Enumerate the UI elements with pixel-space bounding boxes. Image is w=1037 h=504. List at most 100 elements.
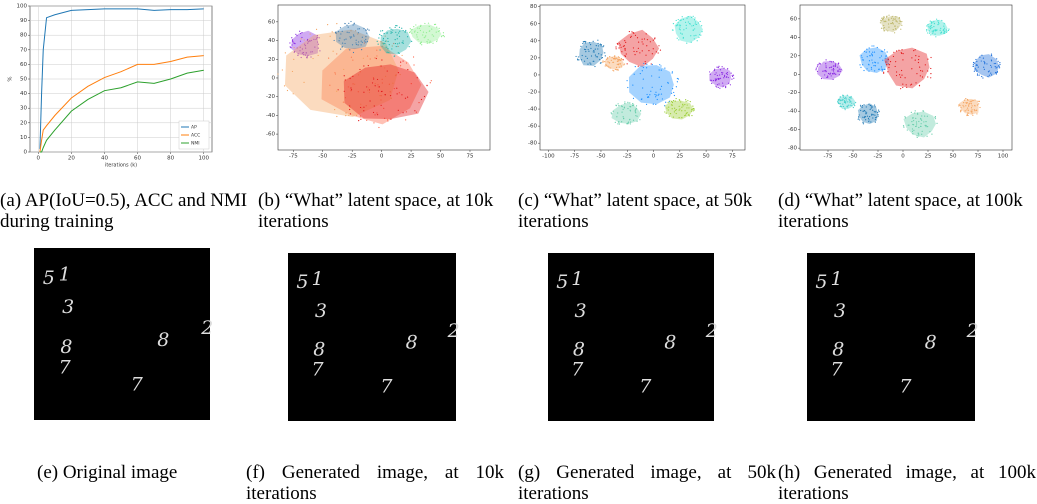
texture-dot <box>959 105 960 106</box>
texture-dot <box>419 28 420 29</box>
texture-dot <box>357 28 358 29</box>
texture-dot <box>336 91 337 92</box>
texture-dot <box>361 49 362 50</box>
texture-dot <box>429 42 430 43</box>
texture-dot <box>915 49 916 50</box>
texture-dot <box>842 104 843 105</box>
texture-dot <box>673 23 674 24</box>
texture-dot <box>988 71 989 72</box>
texture-dot <box>902 59 903 60</box>
texture-dot <box>351 36 352 37</box>
texture-dot <box>833 70 834 71</box>
texture-dot <box>387 38 388 39</box>
texture-dot <box>636 108 637 109</box>
texture-dot <box>874 52 875 53</box>
texture-dot <box>353 34 354 35</box>
texture-dot <box>430 82 431 83</box>
texture-dot <box>633 47 634 48</box>
texture-dot <box>345 39 346 40</box>
texture-dot <box>607 66 608 67</box>
texture-dot <box>921 120 922 121</box>
texture-dot <box>871 108 872 109</box>
texture-dot <box>407 36 408 37</box>
texture-dot <box>912 124 913 125</box>
texture-dot <box>585 41 586 42</box>
y-tick-label: 50 <box>20 77 27 83</box>
texture-dot <box>719 88 720 89</box>
texture-dot <box>616 48 617 49</box>
texture-dot <box>620 63 621 64</box>
texture-dot <box>387 119 388 120</box>
texture-dot <box>356 40 357 41</box>
texture-dot <box>873 45 874 46</box>
texture-dot <box>853 107 854 108</box>
texture-dot <box>882 60 883 61</box>
texture-dot <box>582 55 583 56</box>
texture-dot <box>291 37 292 38</box>
texture-dot <box>629 119 630 120</box>
texture-dot <box>915 118 916 119</box>
texture-dot <box>940 30 941 31</box>
texture-dot <box>696 24 697 25</box>
texture-dot <box>293 43 294 44</box>
texture-dot <box>386 32 387 33</box>
texture-dot <box>690 35 691 36</box>
texture-dot <box>925 126 926 127</box>
texture-dot <box>415 30 416 31</box>
texture-dot <box>847 101 848 102</box>
texture-dot <box>438 31 439 32</box>
texture-dot <box>722 74 723 75</box>
texture-dot <box>426 41 427 42</box>
texture-dot <box>728 83 729 84</box>
texture-dot <box>882 51 883 52</box>
texture-dot <box>870 105 871 106</box>
texture-dot <box>722 72 723 73</box>
texture-dot <box>427 42 428 43</box>
texture-dot <box>590 48 591 49</box>
x-tick-label: -25 <box>874 154 883 160</box>
texture-dot <box>655 96 656 97</box>
y-tick-label: 60 <box>530 21 537 27</box>
texture-dot <box>388 52 389 53</box>
texture-dot <box>642 50 643 51</box>
texture-dot <box>716 67 717 68</box>
texture-dot <box>937 24 938 25</box>
texture-dot <box>661 69 662 70</box>
texture-dot <box>866 106 867 107</box>
texture-dot <box>936 19 937 20</box>
texture-dot <box>333 51 334 52</box>
texture-dot <box>943 29 944 30</box>
texture-dot <box>350 21 351 22</box>
texture-dot <box>391 29 392 30</box>
texture-dot <box>927 32 928 33</box>
texture-dot <box>366 120 367 121</box>
texture-dot <box>912 128 913 129</box>
digit: 5 <box>43 267 55 289</box>
texture-dot <box>882 18 883 19</box>
digit: 7 <box>831 359 844 381</box>
texture-dot <box>930 77 931 78</box>
texture-dot <box>912 133 913 134</box>
texture-dot <box>651 63 652 64</box>
texture-dot <box>340 27 341 28</box>
texture-dot <box>996 73 997 74</box>
texture-dot <box>913 120 914 121</box>
texture-dot <box>944 28 945 29</box>
texture-dot <box>872 117 873 118</box>
texture-dot <box>819 63 820 64</box>
texture-dot <box>620 44 621 45</box>
texture-dot <box>672 29 673 30</box>
texture-dot <box>361 41 362 42</box>
texture-dot <box>845 102 846 103</box>
texture-dot <box>343 69 344 70</box>
texture-dot <box>821 78 822 79</box>
digit: 8 <box>573 338 585 360</box>
texture-dot <box>918 133 919 134</box>
texture-dot <box>384 33 385 34</box>
texture-dot <box>866 112 867 113</box>
texture-dot <box>407 97 408 98</box>
texture-dot <box>901 70 902 71</box>
texture-dot <box>701 25 702 26</box>
texture-dot <box>369 100 370 101</box>
texture-dot <box>682 33 683 34</box>
